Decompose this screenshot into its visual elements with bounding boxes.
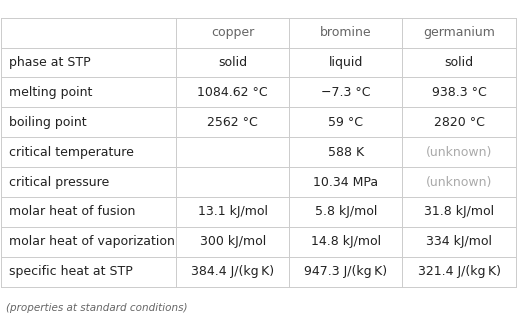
Text: 588 K: 588 K — [328, 146, 364, 159]
Text: (unknown): (unknown) — [426, 176, 492, 189]
Text: solid: solid — [218, 56, 247, 69]
Text: 1084.62 °C: 1084.62 °C — [197, 86, 268, 99]
Text: 2820 °C: 2820 °C — [434, 116, 484, 129]
Text: molar heat of fusion: molar heat of fusion — [9, 205, 135, 218]
Text: bromine: bromine — [320, 26, 372, 39]
Text: 13.1 kJ/mol: 13.1 kJ/mol — [198, 205, 268, 218]
Text: (properties at standard conditions): (properties at standard conditions) — [6, 303, 187, 313]
Text: (unknown): (unknown) — [426, 146, 492, 159]
Text: 59 °C: 59 °C — [328, 116, 363, 129]
Text: 5.8 kJ/mol: 5.8 kJ/mol — [315, 205, 377, 218]
Text: phase at STP: phase at STP — [9, 56, 90, 69]
Text: liquid: liquid — [329, 56, 363, 69]
Text: 384.4 J/(kg K): 384.4 J/(kg K) — [191, 265, 275, 278]
Text: 10.34 MPa: 10.34 MPa — [313, 176, 378, 189]
Text: molar heat of vaporization: molar heat of vaporization — [9, 235, 175, 248]
Text: 14.8 kJ/mol: 14.8 kJ/mol — [311, 235, 381, 248]
Text: 321.4 J/(kg K): 321.4 J/(kg K) — [418, 265, 500, 278]
Text: solid: solid — [445, 56, 474, 69]
Text: 300 kJ/mol: 300 kJ/mol — [200, 235, 266, 248]
Text: 2562 °C: 2562 °C — [207, 116, 258, 129]
Text: critical temperature: critical temperature — [9, 146, 134, 159]
Text: 947.3 J/(kg K): 947.3 J/(kg K) — [305, 265, 387, 278]
Text: 31.8 kJ/mol: 31.8 kJ/mol — [424, 205, 494, 218]
Text: copper: copper — [211, 26, 254, 39]
Text: boiling point: boiling point — [9, 116, 87, 129]
Text: 334 kJ/mol: 334 kJ/mol — [426, 235, 492, 248]
Text: melting point: melting point — [9, 86, 93, 99]
Text: germanium: germanium — [423, 26, 495, 39]
Text: 938.3 °C: 938.3 °C — [432, 86, 486, 99]
Text: critical pressure: critical pressure — [9, 176, 110, 189]
Text: specific heat at STP: specific heat at STP — [9, 265, 133, 278]
Text: −7.3 °C: −7.3 °C — [321, 86, 371, 99]
